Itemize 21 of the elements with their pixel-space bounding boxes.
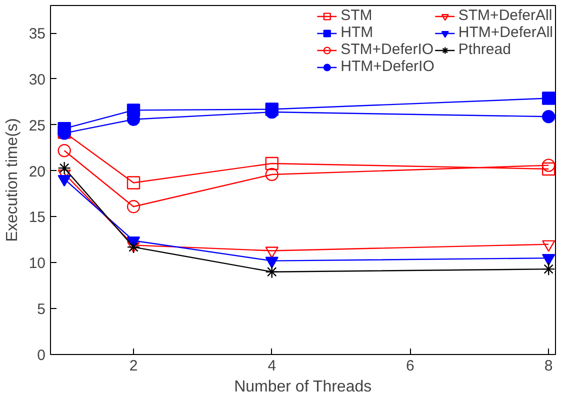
- legend-label: STM: [340, 7, 372, 24]
- legend-label: HTM+DeferAll: [458, 24, 553, 41]
- y-tick-label: 15: [28, 209, 46, 226]
- legend-label: STM+DeferIO: [340, 41, 434, 58]
- y-tick-label: 0: [37, 347, 46, 364]
- x-tick-label: 4: [268, 358, 276, 374]
- legend-label: HTM+DeferIO: [340, 58, 434, 75]
- y-tick-label: 10: [28, 255, 46, 272]
- x-axis-title: Number of Threads: [234, 378, 372, 396]
- y-tick-label: 20: [28, 163, 46, 180]
- legend-label: STM+DeferAll: [458, 7, 552, 24]
- y-tick-label: 35: [28, 26, 46, 43]
- y-tick-label: 5: [37, 301, 46, 318]
- y-axis-title: Execution time(s): [4, 118, 21, 242]
- legend-label: Pthread: [458, 41, 511, 58]
- x-tick-label: 8: [544, 358, 553, 374]
- x-tick-label: 2: [129, 358, 138, 374]
- x-tick-label: 6: [406, 358, 414, 374]
- y-tick-label: 30: [28, 71, 46, 88]
- legend-label: HTM: [340, 24, 374, 41]
- y-tick-label: 25: [28, 117, 46, 134]
